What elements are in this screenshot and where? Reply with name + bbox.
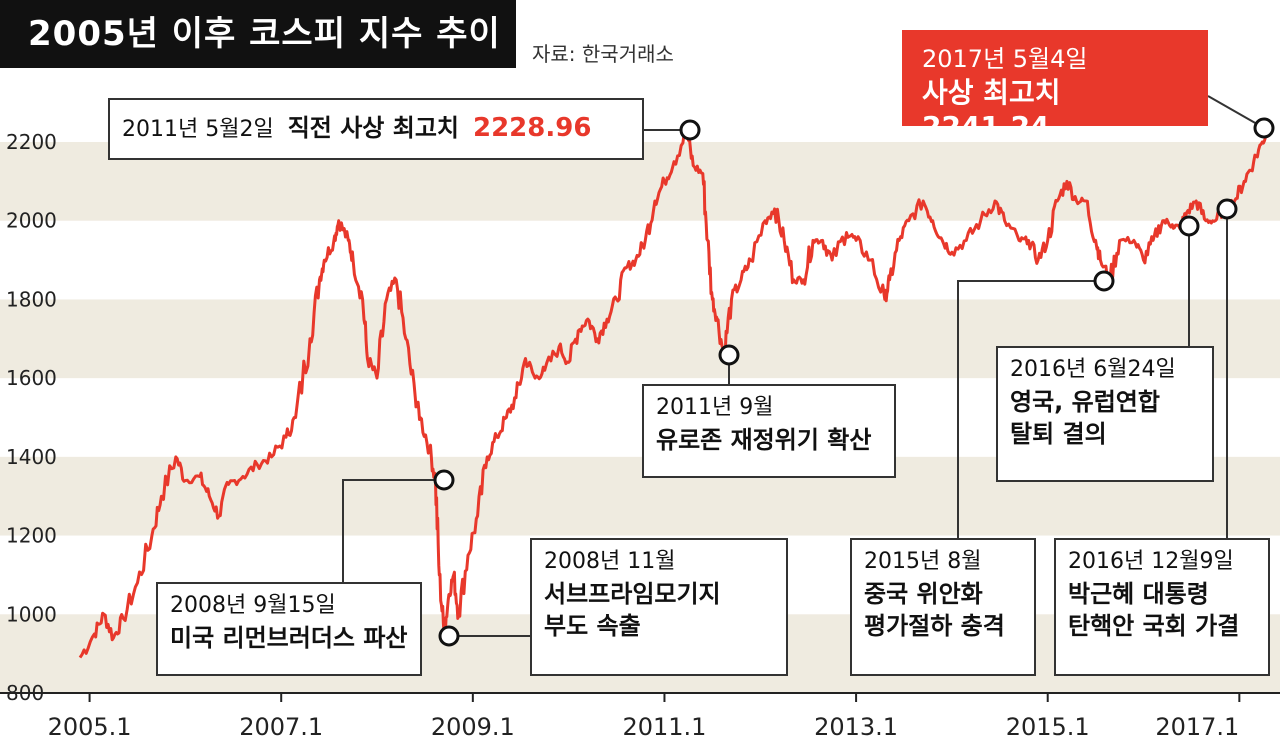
callout-leader — [1207, 95, 1265, 129]
callout-2016-jun-line1: 영국, 유럽연합 — [1010, 388, 1160, 416]
event-marker — [718, 344, 740, 366]
callout-2011-sep-date: 2011년 9월 — [656, 395, 774, 420]
event-marker — [679, 119, 701, 141]
callout-2016-dec: 2016년 12월9일 박근혜 대통령 탄핵안 국회 가결 — [1054, 538, 1270, 676]
x-tick-label: 2009.1 — [431, 713, 515, 741]
callout-2016-dec-line2: 탄핵안 국회 가결 — [1068, 612, 1240, 640]
callout-2015-aug-line1: 중국 위안화 — [864, 580, 983, 608]
callout-2016-jun-line2: 탈퇴 결의 — [1010, 420, 1107, 448]
x-tick-label: 2011.1 — [622, 713, 706, 741]
event-marker — [1178, 215, 1200, 237]
x-tick-label: 2005.1 — [48, 713, 132, 741]
callout-2016-dec-date: 2016년 12월9일 — [1068, 549, 1234, 574]
callout-2016-jun-date: 2016년 6월24일 — [1010, 357, 1176, 382]
callout-2008-sep-date: 2008년 9월15일 — [170, 593, 336, 618]
x-tick-label: 2007.1 — [239, 713, 323, 741]
y-tick-label: 1600 — [6, 366, 57, 390]
y-tick-label: 1200 — [6, 524, 57, 548]
event-marker — [1093, 270, 1115, 292]
callout-connectors — [342, 95, 1265, 637]
y-tick-label: 1000 — [6, 602, 57, 626]
callout-2011-peak: 2011년 5월2일 직전 사상 최고치 2228.96 — [108, 98, 644, 160]
callout-2011-sep: 2011년 9월 유로존 재정위기 확산 — [642, 384, 896, 478]
event-marker — [1216, 198, 1238, 220]
x-tick-label: 2017.1 — [1155, 713, 1239, 741]
callout-2015-aug-date: 2015년 8월 — [864, 549, 982, 574]
kospi-series-line — [78, 125, 1272, 659]
callout-2008-nov-date: 2008년 11월 — [544, 549, 676, 574]
callout-leader — [342, 479, 444, 582]
y-tick-label: 2200 — [6, 130, 57, 154]
event-marker — [433, 469, 455, 491]
event-marker — [438, 625, 460, 647]
event-markers — [433, 117, 1275, 647]
y-tick-label: 2000 — [6, 209, 57, 233]
callout-2011-peak-value: 2228.96 — [472, 113, 592, 143]
callout-2008-sep-label: 미국 리먼브러더스 파산 — [170, 624, 408, 652]
x-tick-label: 2013.1 — [814, 713, 898, 741]
callout-2008-nov-line2: 부도 속출 — [544, 612, 641, 640]
callout-2011-peak-label: 직전 사상 최고치 — [287, 114, 459, 142]
chart-title: 2005년 이후 코스피 지수 추이 — [0, 0, 516, 68]
source-label: 자료: 한국거래소 — [532, 42, 674, 66]
callout-2008-nov-line1: 서브프라임모기지 — [544, 580, 721, 608]
callout-2008-nov: 2008년 11월 서브프라임모기지 부도 속출 — [530, 538, 788, 676]
x-axis: 2005.1 2007.1 2009.1 2011.1 2013.1 2015.1 2017… — [0, 692, 1280, 741]
callout-2015-aug: 2015년 8월 중국 위안화 평가절하 충격 — [850, 538, 1036, 676]
record-callout: 2017년 5월4일 사상 최고치 2241.24 — [902, 30, 1208, 143]
callout-leader — [957, 280, 1104, 538]
y-tick-label: 1800 — [6, 287, 57, 311]
callout-2016-jun: 2016년 6월24일 영국, 유럽연합 탈퇴 결의 — [996, 346, 1214, 482]
record-date: 2017년 5월4일 — [922, 45, 1088, 73]
callout-2011-peak-date: 2011년 5월2일 — [122, 117, 274, 142]
event-marker — [1253, 117, 1275, 139]
callout-2015-aug-line2: 평가절하 충격 — [864, 612, 1005, 640]
x-tick-label: 2015.1 — [1006, 713, 1090, 741]
record-label: 사상 최고치 2241.24 — [922, 76, 1061, 143]
callout-2008-sep: 2008년 9월15일 미국 리먼브러더스 파산 — [156, 582, 422, 676]
callout-2011-sep-label: 유로존 재정위기 확산 — [656, 426, 872, 454]
callout-2016-dec-line1: 박근혜 대통령 — [1068, 580, 1209, 608]
y-tick-label: 1400 — [6, 445, 57, 469]
